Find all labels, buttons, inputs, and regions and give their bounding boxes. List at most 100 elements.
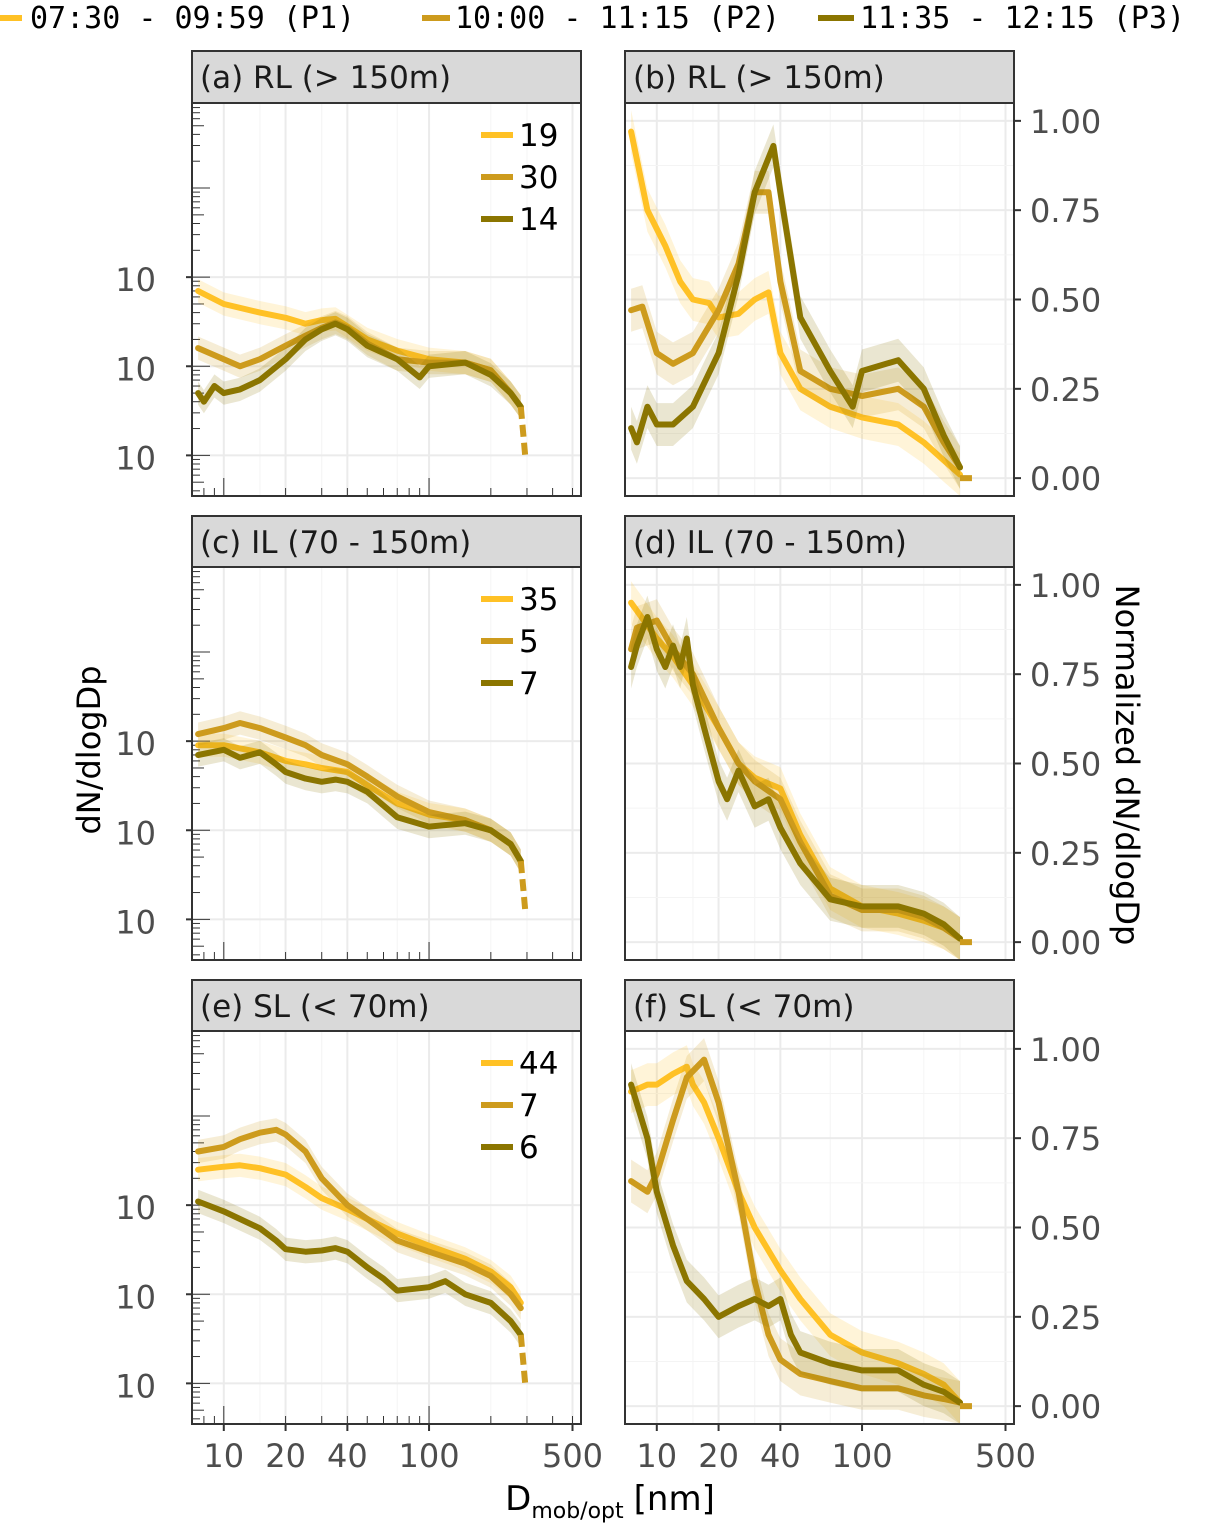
y-tick-label: 0.00 (1030, 1388, 1101, 1426)
panel-e-y-tick-labels: 102103104 (115, 1189, 192, 1405)
panel-e-strip (191, 979, 582, 1032)
x-axis-label-sub: mob/opt (531, 1499, 624, 1524)
panel-c-background (192, 567, 581, 960)
series-2-line (195, 1126, 524, 1312)
panel-e: (e) SL (< 70m)4476102103104102040100500 (115, 979, 603, 1475)
y-tick-label: 0.50 (1030, 1210, 1101, 1248)
y-tick-label: 10 (115, 1367, 156, 1405)
series-3-ribbon (198, 1189, 521, 1347)
series-2-ribbon (631, 170, 960, 489)
series-3-ribbon (198, 738, 521, 873)
series-tail-dashed (517, 406, 529, 456)
y-tick-label: 0.25 (1030, 1299, 1101, 1337)
y-tick-label: 10 (115, 439, 156, 477)
x-tick-label: 100 (832, 1437, 893, 1475)
panel-f: (f) SL (< 70m) 0.00 0.25 0.50 0.75 1.00 10 20 40… (624, 979, 1101, 1475)
panel-c-log-ticks (192, 566, 574, 960)
series-1-ribbon (631, 1045, 960, 1424)
series-2-line (628, 617, 963, 942)
count-legend-label-1: 35 (519, 582, 558, 618)
panel-a-strip (191, 50, 582, 104)
y-tick-label-base: 10 (115, 1189, 156, 1227)
count-legend-label-3: 6 (519, 1130, 539, 1166)
y-tick-label-base: 10 (115, 261, 156, 299)
panel-a-y-tick-labels: 102103104 (115, 261, 192, 477)
panel-e-grid (192, 1031, 581, 1424)
panel-a-log-ticks (192, 102, 574, 496)
series-2-line (628, 1056, 963, 1406)
panel-a-frame (191, 102, 582, 497)
x-axis-label-main: D (505, 1479, 531, 1519)
x-tick-label: 10 (203, 1437, 244, 1475)
panel-c-series (195, 711, 529, 910)
y-tick-label: 0.00 (1030, 924, 1101, 962)
x-axis-label-unit: [nm] (634, 1479, 715, 1519)
series-1-line (628, 1063, 963, 1406)
panel-a-title: (a) RL (> 150m) (200, 60, 451, 96)
panels: (a) RL (> 150m) 19 30 14 102103104 (b) RL (> … (115, 50, 1101, 1475)
series-2-ribbon (198, 1118, 521, 1320)
panel-f-grid (625, 1031, 1014, 1424)
panel-e-count-legend: 44 7 6 (481, 1046, 558, 1166)
panel-c-title: (c) IL (70 - 150m) (200, 525, 471, 561)
y-tick-label: 0.25 (1030, 371, 1101, 409)
legend-label-p3: 11:35 - 12:15 (P3) (860, 1, 1185, 36)
panel-d-grid (625, 567, 1014, 960)
panel-d-strip (624, 515, 1015, 568)
panel-e-x-tick-labels: 10 20 40 100 500 (203, 1424, 603, 1475)
series-tail-dashed (517, 860, 529, 910)
panel-b-y-tick-labels: 0.00 0.25 0.50 0.75 1.00 (1014, 103, 1101, 498)
y-tick-label: 0.50 (1030, 746, 1101, 784)
y-tick-label-base: 10 (115, 1367, 156, 1405)
y-tick-label: 1.00 (1030, 103, 1101, 141)
x-axis-label: Dmob/opt [nm] (505, 1479, 715, 1524)
panel-d-y-tick-labels: 0.00 0.25 0.50 0.75 1.00 (1014, 567, 1101, 962)
y-tick-label: 10 (115, 1278, 156, 1316)
y-tick-label: 0.75 (1030, 1120, 1101, 1158)
panel-e-log-ticks (192, 1030, 574, 1424)
panel-f-x-tick-labels: 10 20 40 100 500 (636, 1424, 1036, 1475)
panel-b: (b) RL (> 150m) 0.00 0.25 0.50 0.75 1.00 (624, 50, 1101, 498)
y-axis-label-left: dN/dlogDp (70, 665, 108, 834)
x-tick-label: 500 (975, 1437, 1036, 1475)
y-tick-label-base: 10 (115, 725, 156, 763)
x-tick-label: 20 (265, 1437, 306, 1475)
x-tick-label: 100 (399, 1437, 460, 1475)
x-tick-label: 500 (542, 1437, 603, 1475)
panel-f-title: (f) SL (< 70m) (633, 989, 854, 1025)
panel-c-frame (191, 566, 582, 961)
y-tick-label-base: 10 (115, 814, 156, 852)
legend-label-p2: 10:00 - 11:15 (P2) (455, 1, 780, 36)
panel-d-title: (d) IL (70 - 150m) (633, 525, 907, 561)
series-2-ribbon (198, 310, 521, 419)
panel-a-background (192, 103, 581, 496)
legend: 07:30 - 09:59 (P1) 10:00 - 11:15 (P2) 11… (0, 1, 1185, 36)
x-tick-label: 40 (327, 1437, 368, 1475)
panel-e-title: (e) SL (< 70m) (200, 989, 430, 1025)
count-legend-label-1: 19 (519, 118, 558, 154)
x-tick-label: 20 (698, 1437, 739, 1475)
x-tick-label: 40 (760, 1437, 801, 1475)
panel-d-series (628, 581, 990, 960)
y-tick-label: 0.75 (1030, 656, 1101, 694)
panel-c-count-legend: 35 5 7 (481, 582, 558, 702)
y-tick-label: 10 (115, 261, 156, 299)
y-tick-label: 10 (115, 725, 156, 763)
panel-b-title: (b) RL (> 150m) (633, 60, 885, 96)
y-tick-label: 10 (115, 350, 156, 388)
series-3-ribbon (631, 124, 960, 489)
count-legend-label-2: 5 (519, 624, 539, 660)
y-tick-label: 1.00 (1030, 1031, 1101, 1069)
series-tail-dashed (517, 1334, 529, 1384)
panel-a-grid (192, 103, 581, 496)
y-tick-label: 0.25 (1030, 835, 1101, 873)
panel-f-y-tick-labels: 0.00 0.25 0.50 0.75 1.00 (1014, 1031, 1101, 1426)
panel-f-strip (624, 979, 1015, 1032)
y-tick-label-base: 10 (115, 350, 156, 388)
series-1-line (628, 128, 963, 478)
panel-b-series (628, 110, 990, 496)
x-tick-label: 10 (636, 1437, 677, 1475)
panel-b-grid (625, 103, 1014, 496)
panel-c-strip (191, 515, 582, 568)
